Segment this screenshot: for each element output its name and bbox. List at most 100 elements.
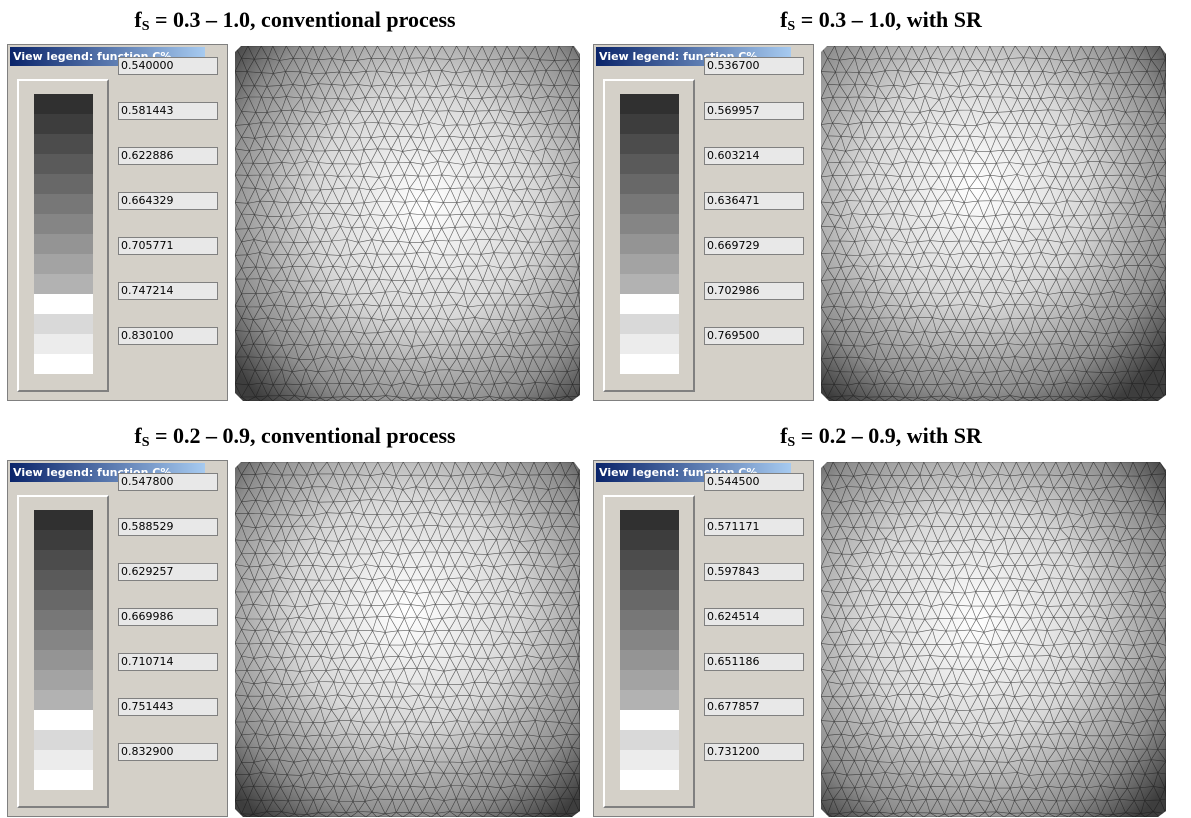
color-swatch bbox=[34, 570, 93, 590]
color-swatch bbox=[620, 730, 679, 750]
color-swatch bbox=[620, 194, 679, 214]
legend-value: 0.651186 bbox=[704, 653, 804, 671]
legend-value: 0.588529 bbox=[118, 518, 218, 536]
mesh-lines bbox=[235, 46, 580, 401]
color-swatch bbox=[620, 334, 679, 354]
color-swatch bbox=[620, 610, 679, 630]
legend-value: 0.581443 bbox=[118, 102, 218, 120]
color-swatch bbox=[620, 154, 679, 174]
mesh-view[interactable] bbox=[821, 46, 1166, 401]
fem-mesh bbox=[821, 46, 1166, 401]
legend-value: 0.705771 bbox=[118, 237, 218, 255]
color-swatch bbox=[620, 254, 679, 274]
legend-value: 0.629257 bbox=[118, 563, 218, 581]
color-swatch bbox=[34, 294, 93, 314]
mesh-lines bbox=[821, 462, 1166, 817]
color-swatch bbox=[620, 710, 679, 730]
legend-value: 0.544500 bbox=[704, 473, 804, 491]
color-swatch bbox=[620, 114, 679, 134]
mesh-surface bbox=[235, 462, 580, 817]
mesh-lines bbox=[821, 46, 1166, 401]
result-panel: fS = 0.3 – 1.0, conventional process Vie… bbox=[0, 2, 590, 402]
color-swatch bbox=[34, 710, 93, 730]
legend-value: 0.547800 bbox=[118, 473, 218, 491]
legend-value: 0.747214 bbox=[118, 282, 218, 300]
color-swatch bbox=[620, 314, 679, 334]
color-swatch bbox=[34, 234, 93, 254]
legend-value: 0.731200 bbox=[704, 743, 804, 761]
color-swatch bbox=[34, 334, 93, 354]
color-swatch bbox=[34, 610, 93, 630]
color-swatch bbox=[34, 274, 93, 294]
view-legend-window[interactable]: View legend: function C% 0.547800 0.58852… bbox=[7, 460, 228, 817]
color-swatch bbox=[620, 650, 679, 670]
title-f: f bbox=[134, 7, 142, 32]
color-swatch bbox=[34, 194, 93, 214]
color-swatch bbox=[34, 770, 93, 790]
mesh-view[interactable] bbox=[821, 462, 1166, 817]
color-swatch bbox=[34, 750, 93, 770]
legend-value: 0.669729 bbox=[704, 237, 804, 255]
color-swatch bbox=[620, 750, 679, 770]
legend-value: 0.603214 bbox=[704, 147, 804, 165]
title-text: = 0.2 – 0.9, with SR bbox=[795, 423, 982, 448]
view-legend-window[interactable]: View legend: function C% 0.544500 0.57117… bbox=[593, 460, 814, 817]
mesh-surface bbox=[235, 46, 580, 401]
legend-value: 0.571171 bbox=[704, 518, 804, 536]
color-scale bbox=[34, 94, 93, 374]
title-subscript: S bbox=[141, 435, 150, 450]
color-swatch bbox=[34, 550, 93, 570]
color-swatch bbox=[620, 530, 679, 550]
result-panel: fS = 0.2 – 0.9, conventional process Vie… bbox=[0, 418, 590, 818]
color-scale bbox=[620, 510, 679, 790]
view-legend-window[interactable]: View legend: function C% 0.540000 0.58144… bbox=[7, 44, 228, 401]
title-f: f bbox=[780, 7, 788, 32]
color-swatch bbox=[620, 294, 679, 314]
color-swatch bbox=[620, 770, 679, 790]
color-swatch bbox=[620, 690, 679, 710]
color-swatch bbox=[34, 630, 93, 650]
color-swatch bbox=[34, 690, 93, 710]
legend-value: 0.702986 bbox=[704, 282, 804, 300]
title-subscript: S bbox=[141, 19, 150, 34]
color-swatch bbox=[620, 510, 679, 530]
color-swatch bbox=[620, 550, 679, 570]
color-scale-box bbox=[17, 79, 109, 392]
color-swatch bbox=[620, 670, 679, 690]
legend-value: 0.636471 bbox=[704, 192, 804, 210]
mesh-view[interactable] bbox=[235, 462, 580, 817]
result-panel: fS = 0.2 – 0.9, with SR View legend: fun… bbox=[586, 418, 1176, 818]
title-f: f bbox=[134, 423, 142, 448]
color-scale-box bbox=[17, 495, 109, 808]
title-subscript: S bbox=[787, 435, 796, 450]
color-scale bbox=[620, 94, 679, 374]
color-swatch bbox=[34, 114, 93, 134]
panel-title: fS = 0.2 – 0.9, with SR bbox=[586, 418, 1176, 454]
title-text: = 0.3 – 1.0, with SR bbox=[795, 7, 982, 32]
legend-value: 0.622886 bbox=[118, 147, 218, 165]
color-swatch bbox=[34, 730, 93, 750]
color-swatch bbox=[620, 134, 679, 154]
color-swatch bbox=[34, 670, 93, 690]
color-scale-box bbox=[603, 495, 695, 808]
color-swatch bbox=[620, 234, 679, 254]
title-f: f bbox=[780, 423, 788, 448]
panel-title: fS = 0.3 – 1.0, conventional process bbox=[0, 2, 590, 38]
color-swatch bbox=[34, 94, 93, 114]
color-swatch bbox=[34, 314, 93, 334]
color-swatch bbox=[34, 174, 93, 194]
color-scale-box bbox=[603, 79, 695, 392]
legend-value: 0.769500 bbox=[704, 327, 804, 345]
legend-value: 0.832900 bbox=[118, 743, 218, 761]
legend-value: 0.751443 bbox=[118, 698, 218, 716]
color-swatch bbox=[620, 214, 679, 234]
color-swatch bbox=[620, 274, 679, 294]
legend-value: 0.597843 bbox=[704, 563, 804, 581]
mesh-view[interactable] bbox=[235, 46, 580, 401]
color-swatch bbox=[34, 154, 93, 174]
color-swatch bbox=[620, 94, 679, 114]
legend-value: 0.624514 bbox=[704, 608, 804, 626]
fem-mesh bbox=[235, 462, 580, 817]
view-legend-window[interactable]: View legend: function C% 0.536700 0.56995… bbox=[593, 44, 814, 401]
panel-title: fS = 0.3 – 1.0, with SR bbox=[586, 2, 1176, 38]
